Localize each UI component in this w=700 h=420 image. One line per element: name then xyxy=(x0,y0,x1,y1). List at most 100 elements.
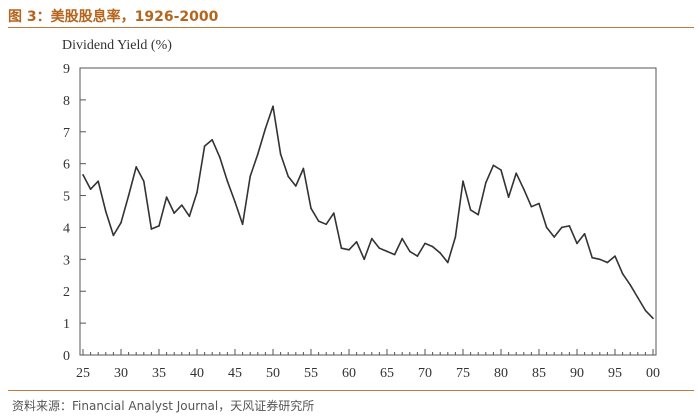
data-point xyxy=(287,175,290,178)
data-point xyxy=(583,233,586,235)
data-point xyxy=(545,226,548,229)
x-tick-label: 45 xyxy=(228,366,242,381)
x-tick-label: 35 xyxy=(152,366,166,381)
data-point xyxy=(409,250,411,253)
data-point xyxy=(538,202,540,205)
data-point xyxy=(629,284,631,286)
y-tick-label: 8 xyxy=(63,94,70,109)
data-point xyxy=(127,194,130,197)
data-point xyxy=(158,225,160,227)
data-point xyxy=(561,226,563,229)
data-point xyxy=(515,172,517,175)
data-point xyxy=(500,169,502,171)
data-point xyxy=(264,127,267,130)
data-point xyxy=(439,252,442,254)
y-tick-label: 3 xyxy=(63,253,70,268)
data-point xyxy=(310,207,312,210)
data-point xyxy=(120,221,122,224)
plot-frame xyxy=(79,67,657,356)
top-rule xyxy=(8,27,694,28)
x-tick-label: 55 xyxy=(304,366,318,381)
x-tick-label: 80 xyxy=(494,366,508,381)
x-tick-label: 60 xyxy=(342,366,356,381)
data-point xyxy=(295,185,297,187)
data-point xyxy=(568,225,571,227)
y-tick-label: 4 xyxy=(63,221,70,236)
data-point xyxy=(424,242,426,245)
data-point xyxy=(150,228,153,230)
bottom-rule xyxy=(8,390,694,391)
data-point xyxy=(249,175,251,178)
x-tick-label: 70 xyxy=(418,366,432,381)
y-axis-label: Dividend Yield (%) xyxy=(62,38,172,53)
data-point xyxy=(325,223,328,226)
data-point xyxy=(454,236,457,238)
y-tick-label: 5 xyxy=(63,190,70,205)
data-point xyxy=(97,180,99,183)
data-point xyxy=(135,166,137,168)
data-point xyxy=(82,174,84,176)
data-point xyxy=(105,210,107,213)
data-point xyxy=(165,196,168,198)
data-point xyxy=(591,256,593,259)
x-tick-label: 30 xyxy=(114,366,128,381)
data-point xyxy=(317,220,320,222)
data-point xyxy=(637,296,639,299)
data-point xyxy=(553,236,555,238)
data-point xyxy=(576,242,578,245)
data-point xyxy=(355,240,358,243)
data-point xyxy=(143,180,145,183)
y-tick-label: 1 xyxy=(63,317,70,332)
data-point xyxy=(416,255,419,257)
data-point xyxy=(257,153,259,155)
data-point xyxy=(371,237,373,240)
data-point xyxy=(302,167,305,170)
x-tick-label: 75 xyxy=(456,366,470,381)
y-tick-label: 2 xyxy=(63,285,70,300)
y-tick-label: 9 xyxy=(63,62,70,77)
data-point xyxy=(431,245,434,248)
source-note: 资料来源：Financial Analyst Journal，天风证券研究所 xyxy=(12,399,315,413)
x-tick-label: 95 xyxy=(608,366,622,381)
data-point xyxy=(211,138,213,141)
data-point xyxy=(530,205,533,208)
data-point xyxy=(340,247,343,249)
data-point xyxy=(348,248,350,251)
x-tick-label: 40 xyxy=(190,366,204,381)
y-tick-label: 6 xyxy=(63,158,70,173)
y-tick-label: 7 xyxy=(63,126,70,141)
x-tick-label: 25 xyxy=(76,366,90,381)
x-tick-label: 50 xyxy=(266,366,280,381)
x-tick-label: 85 xyxy=(532,366,546,381)
data-point xyxy=(614,255,616,257)
data-point xyxy=(279,153,282,155)
y-tick-label: 0 xyxy=(63,349,70,364)
data-point xyxy=(234,201,236,203)
data-point xyxy=(181,204,183,206)
data-point xyxy=(386,250,388,253)
dividend-yield-line xyxy=(82,105,654,319)
data-point xyxy=(393,253,396,256)
data-point xyxy=(523,188,525,190)
data-point xyxy=(507,196,510,198)
data-point xyxy=(621,272,624,275)
data-point xyxy=(492,164,495,167)
data-point xyxy=(89,188,92,190)
data-point xyxy=(196,191,198,194)
data-point xyxy=(469,209,472,211)
data-point xyxy=(606,261,609,264)
x-tick-label: 90 xyxy=(570,366,584,381)
data-point xyxy=(241,223,244,226)
data-point xyxy=(333,212,335,214)
data-point xyxy=(447,261,449,264)
data-point xyxy=(226,180,229,183)
data-point xyxy=(462,180,464,183)
figure-title: 图 3：美股股息率，1926-2000 xyxy=(8,9,219,25)
data-point xyxy=(401,237,404,240)
data-point xyxy=(652,317,654,320)
data-point xyxy=(272,105,274,108)
data-point xyxy=(599,258,601,261)
data-point xyxy=(485,182,487,184)
data-point xyxy=(644,309,647,312)
